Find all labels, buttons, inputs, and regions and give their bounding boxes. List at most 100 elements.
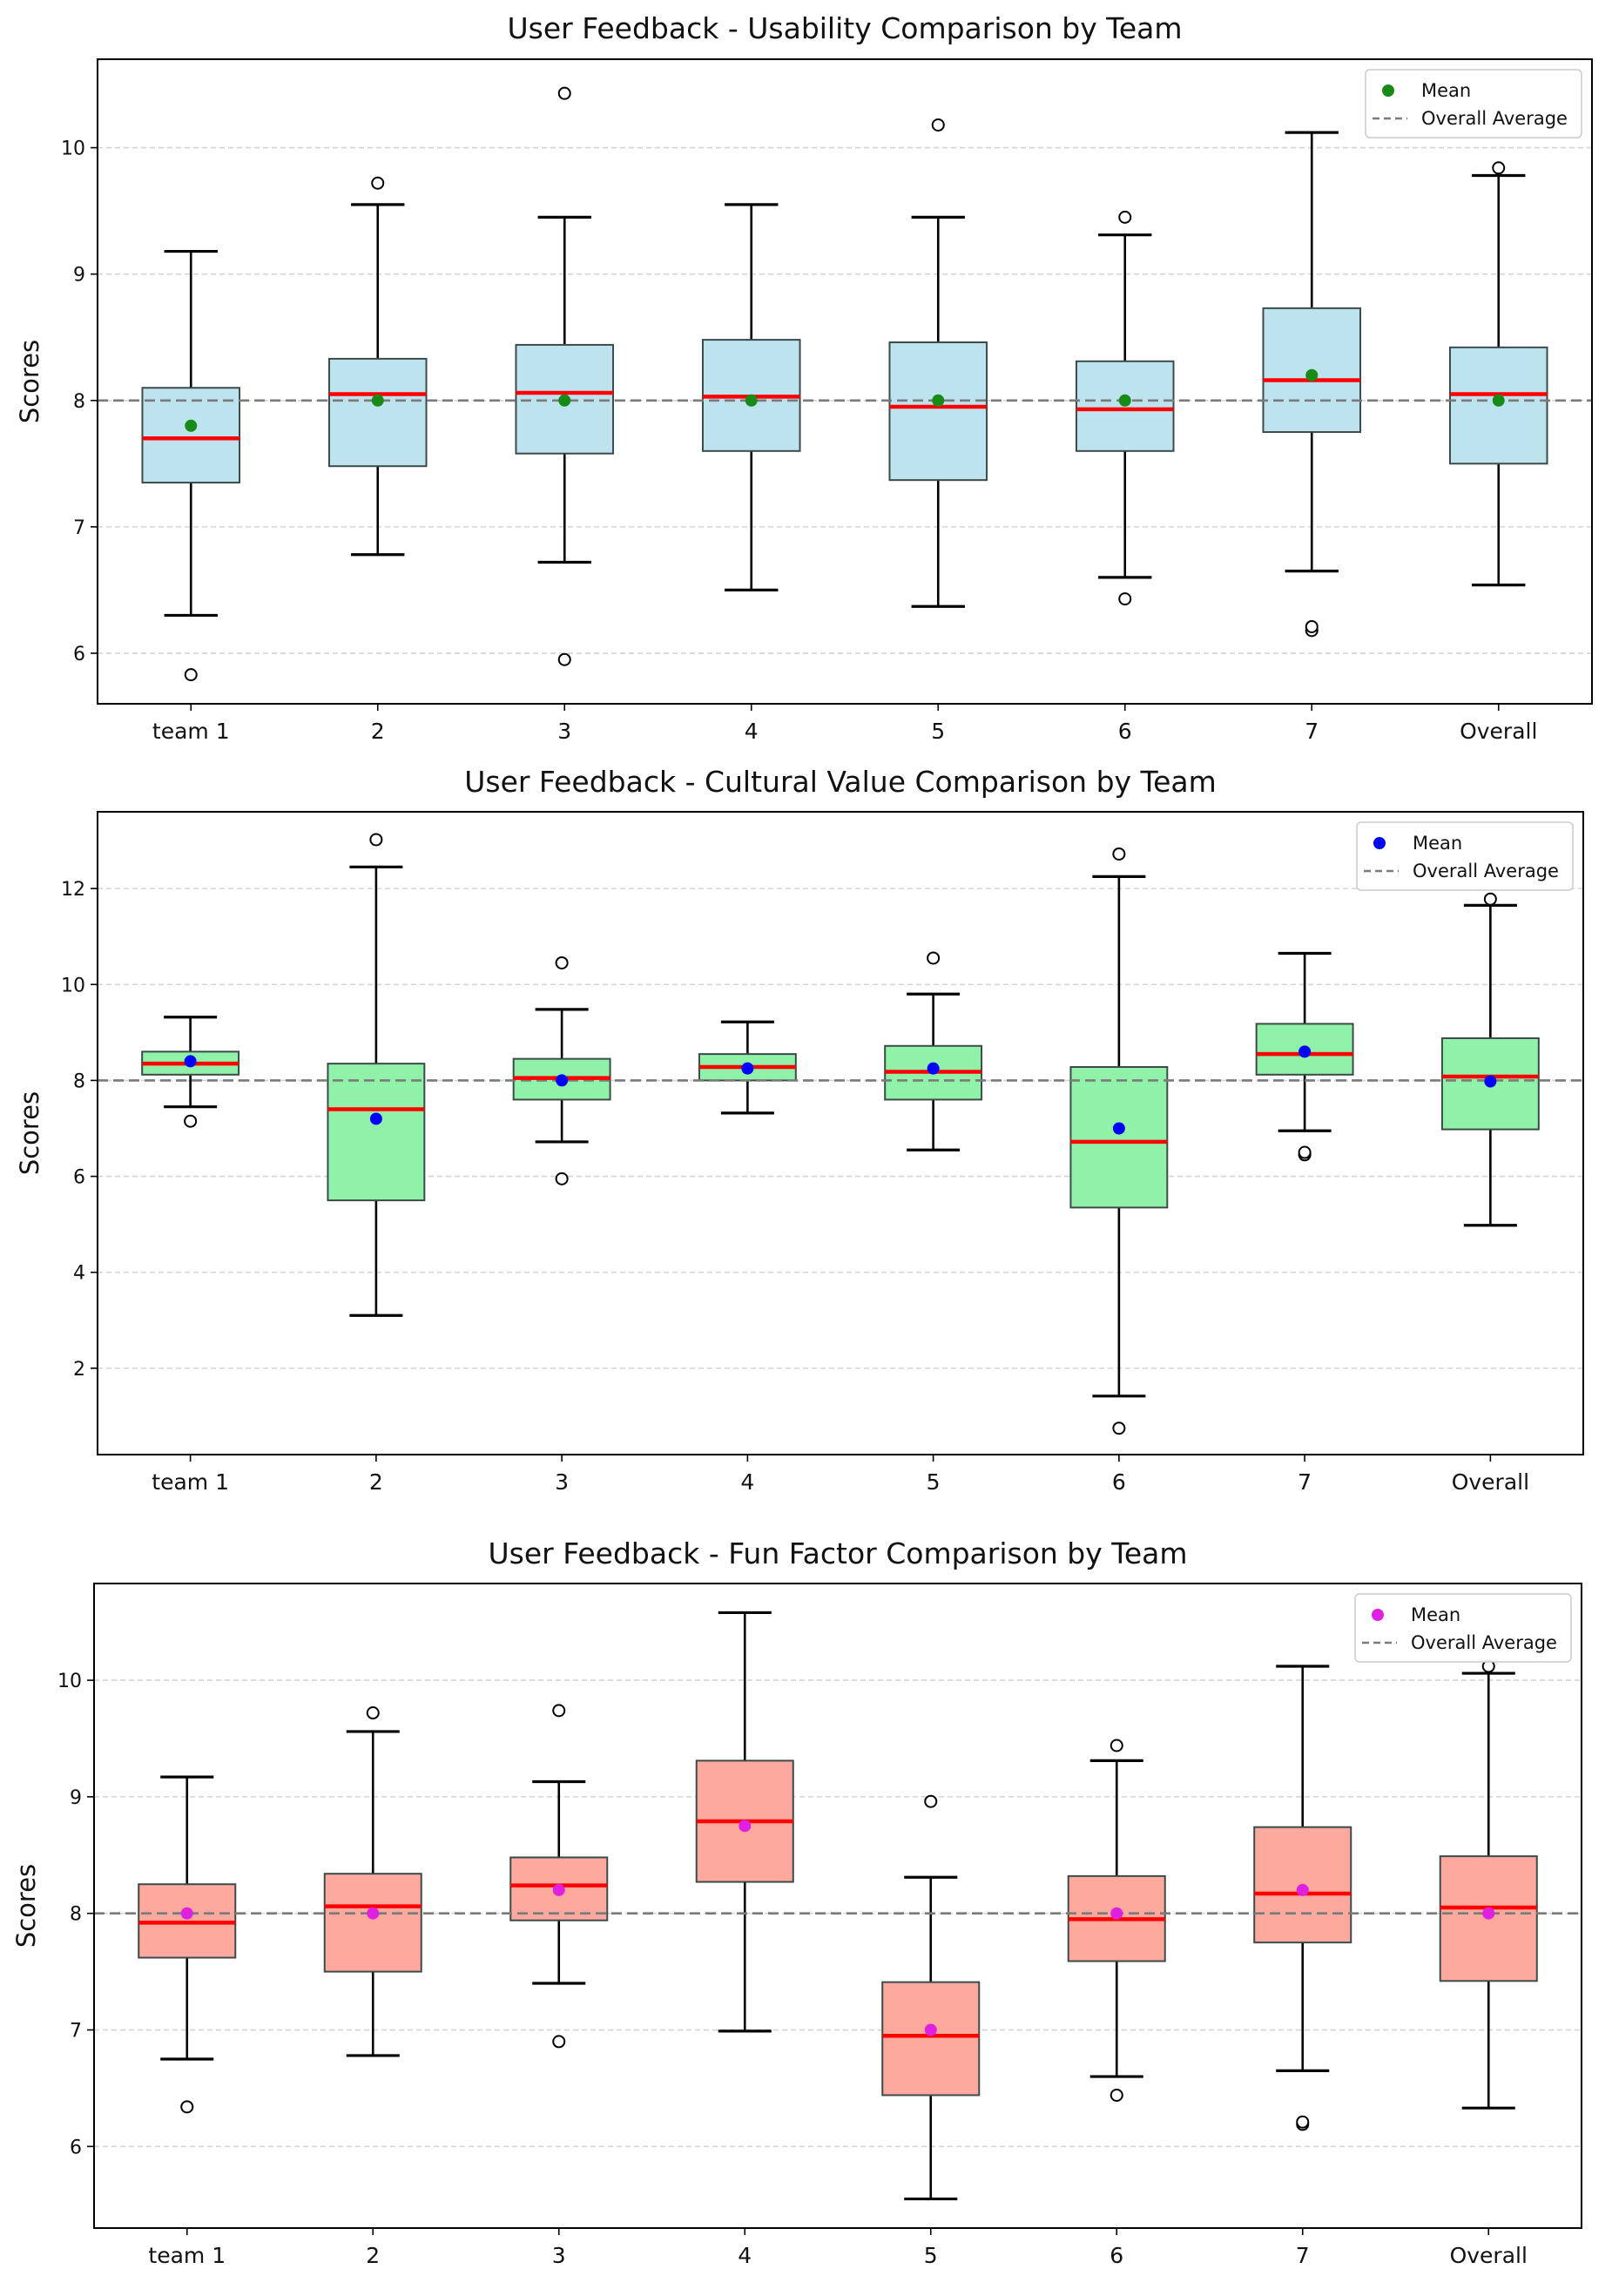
mean-marker [739,1820,752,1833]
outlier-point [555,1172,569,1185]
legend-average-label: Overall Average [1421,108,1568,129]
mean-marker [745,394,758,407]
outlier-point [1305,619,1319,633]
outlier-point [371,176,385,190]
mean-marker [1118,394,1131,407]
mean-marker [741,1062,754,1075]
outlier-point [184,1114,198,1128]
y-tick-label: 10 [61,975,85,996]
outlier-point [552,1704,566,1718]
x-tick-label: Overall [1450,2243,1528,2268]
outlier-point [1110,1739,1123,1752]
x-tick-label: 7 [1296,2243,1310,2268]
box-group [509,1704,609,2049]
mean-marker [1482,1907,1495,1920]
box-group [327,176,428,557]
x-tick-label: 5 [931,719,945,744]
box-group [1439,1659,1538,2110]
outlier-point [1110,2088,1123,2102]
x-tick-label: team 1 [148,2243,226,2268]
y-tick-label: 8 [73,391,85,413]
mean-marker [1112,1122,1125,1135]
legend-average-label: Overall Average [1413,861,1559,881]
outlier-point [180,2100,194,2114]
box-group [881,1794,981,2201]
x-tick-label: 5 [924,2243,938,2268]
x-tick-label: 2 [371,719,385,744]
y-tick-label: 9 [73,265,85,287]
outlier-point [184,668,198,682]
mean-marker [369,1112,382,1125]
mean-marker [932,394,945,407]
y-axis-label: Scores [11,1864,41,1948]
y-tick-label: 9 [70,1787,82,1809]
x-tick-label: team 1 [152,1469,229,1495]
x-tick-label: 4 [745,719,759,744]
x-tick-label: 6 [1118,719,1132,744]
y-tick-label: 6 [73,644,85,665]
x-tick-label: 3 [555,1469,569,1495]
x-tick-label: team 1 [152,719,230,744]
legend: Mean Overall Average [1354,1593,1572,1663]
outlier-point [1118,592,1132,606]
box-group [888,118,988,608]
x-tick-label: 4 [740,1469,754,1495]
y-tick-label: 6 [73,1167,85,1189]
legend-box [1356,821,1574,891]
box [1069,1065,1169,1209]
y-tick-label: 2 [73,1359,85,1381]
outlier-point [1492,161,1506,175]
legend-mean-label: Mean [1411,1604,1460,1625]
box-group [1069,847,1169,1435]
x-tick-label: 6 [1112,1469,1126,1495]
outlier-point [552,2035,566,2049]
box [327,1063,426,1202]
mean-marker [367,1907,380,1920]
x-tick-label: Overall [1460,719,1537,744]
y-tick-label: 8 [70,1904,82,1926]
chart-title: User Feedback - Fun Factor Comparison by… [488,1536,1187,1570]
outlier-point [931,118,945,132]
legend-mean-marker [1382,84,1394,97]
legend-mean-marker [1373,837,1386,849]
mean-marker [558,394,571,407]
chart-panel: User Feedback - Cultural Value Compariso… [15,765,1584,1495]
mean-marker [556,1074,569,1087]
mean-marker [552,1883,565,1896]
mean-marker [1296,1883,1309,1896]
x-tick-label: 2 [366,2243,380,2268]
mean-marker [371,394,384,407]
x-tick-label: 4 [738,2243,752,2268]
box-group [323,1706,422,2057]
y-tick-label: 12 [61,879,85,901]
outlier-point [927,951,941,965]
y-tick-label: 7 [73,517,85,539]
y-axis-label: Scores [15,1091,44,1175]
chart-panel: User Feedback - Usability Comparison by … [15,11,1593,744]
outlier-point [1112,847,1126,861]
outlier-point [369,833,383,847]
x-tick-label: 6 [1110,2243,1123,2268]
legend-box [1354,1593,1572,1663]
box-group [1448,161,1548,587]
chart-panel: User Feedback - Fun Factor Comparison by… [11,1536,1582,2268]
outlier-point [557,652,571,666]
y-tick-label: 4 [73,1263,85,1285]
outlier-point [555,956,569,969]
legend-mean-label: Mean [1413,833,1462,854]
x-tick-label: 2 [369,1469,383,1495]
box [141,387,241,484]
box [888,341,988,482]
outlier-point [1483,892,1497,906]
outlier-point [1118,210,1132,224]
mean-marker [927,1062,940,1075]
box-group [138,1775,237,2114]
box-group [141,1016,240,1128]
mean-marker [180,1907,193,1920]
outlier-point [1112,1421,1126,1435]
y-tick-label: 8 [73,1070,85,1092]
mean-marker [1492,394,1505,407]
box-group [1262,131,1362,638]
y-tick-label: 10 [61,138,85,160]
